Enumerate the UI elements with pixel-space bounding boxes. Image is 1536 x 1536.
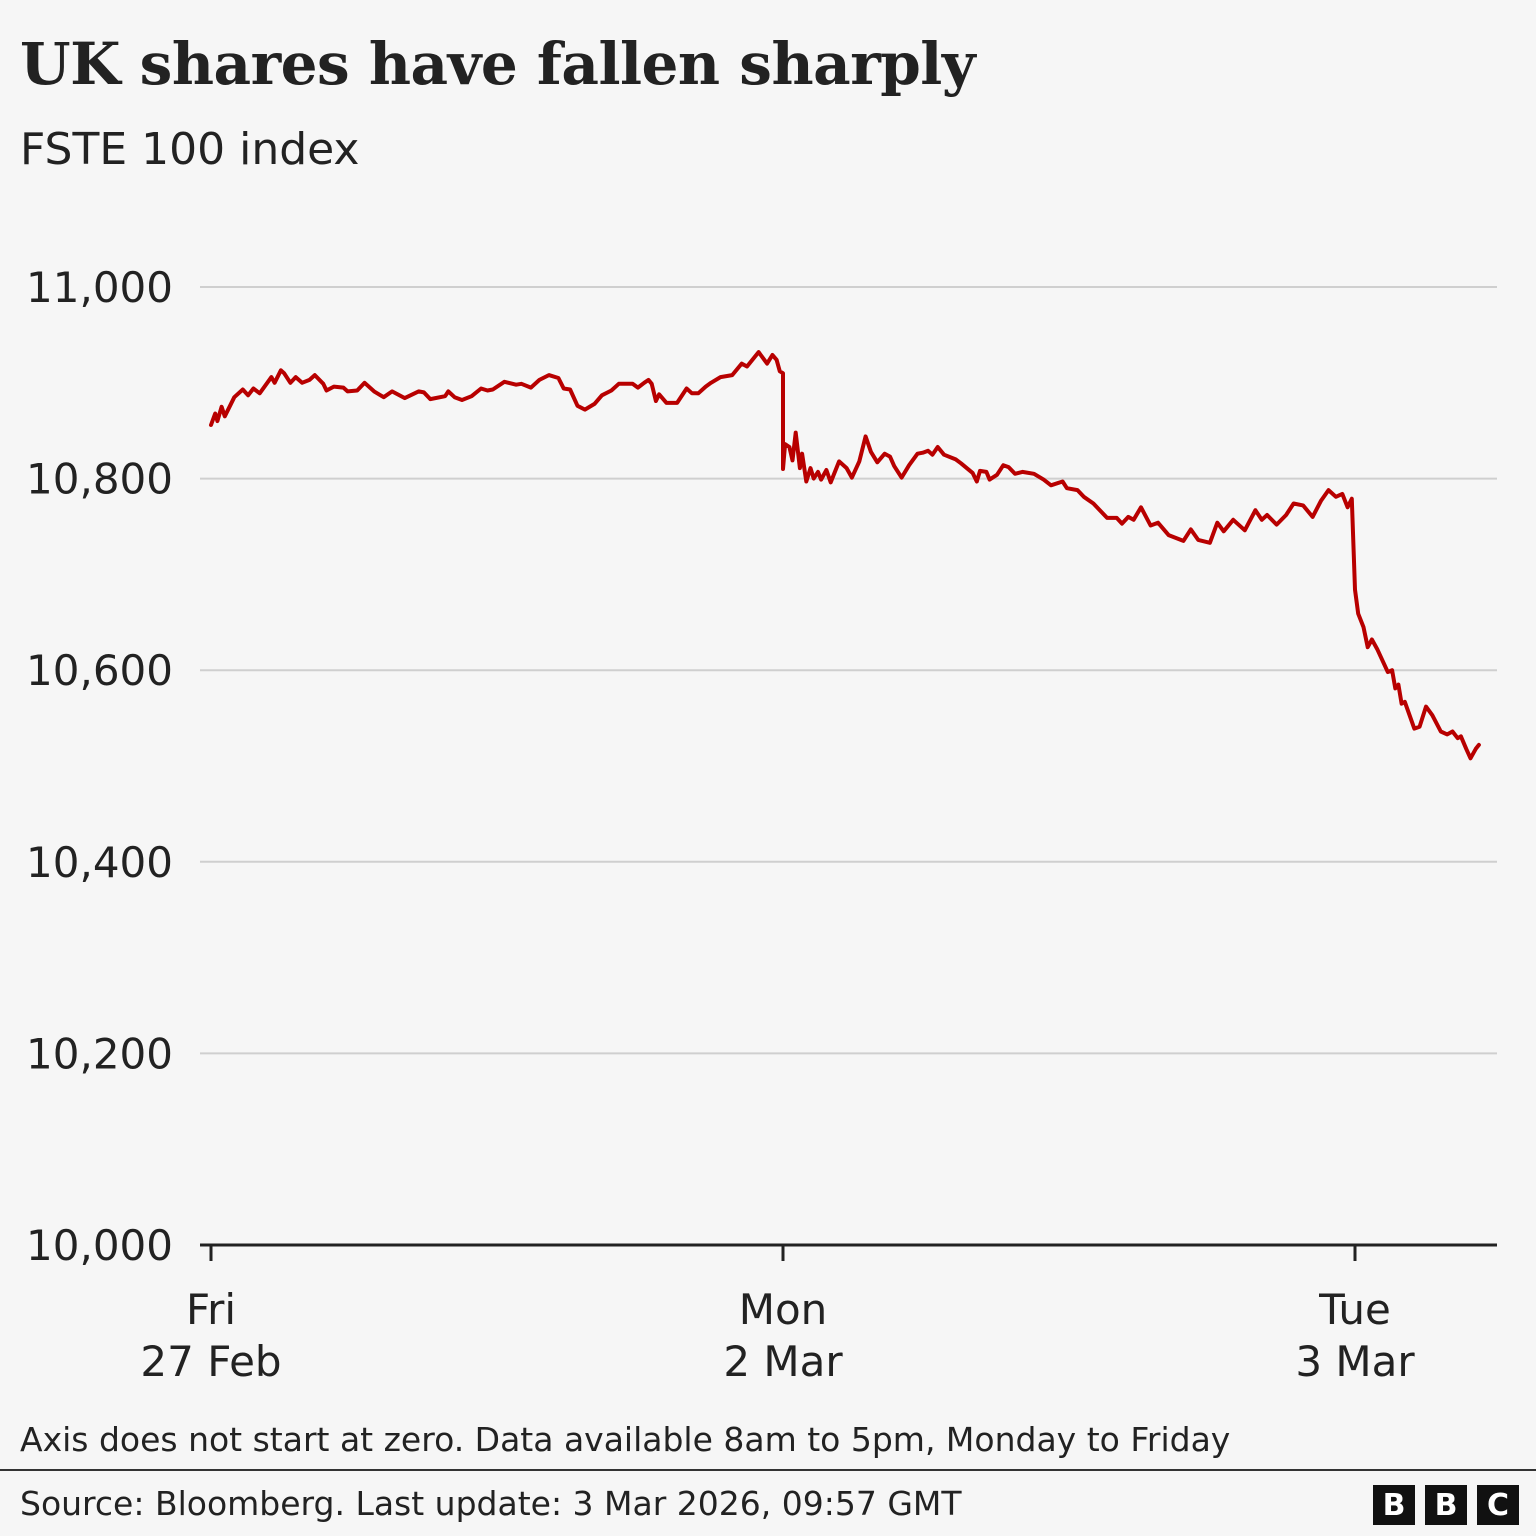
y-tick-label: 10,800: [26, 455, 173, 504]
x-tick-label-date: 27 Feb: [140, 1337, 281, 1386]
logo-letter: B: [1373, 1485, 1415, 1525]
series-line-ftse-100: [209, 350, 1481, 761]
x-tick-label-date: 2 Mar: [723, 1337, 843, 1386]
logo-letter: C: [1477, 1485, 1519, 1525]
axis-note: Axis does not start at zero. Data availa…: [20, 1420, 1231, 1459]
line-chart: 10,00010,20010,40010,60010,80011,000Fri2…: [26, 263, 1497, 1386]
chart-subtitle: FSTE 100 index: [20, 124, 360, 175]
footer-divider: [0, 1469, 1536, 1471]
x-tick-label-date: 3 Mar: [1295, 1337, 1415, 1386]
y-tick-label: 10,200: [26, 1029, 173, 1078]
y-tick-label: 10,000: [26, 1221, 173, 1270]
bbc-logo: B B C: [1373, 1485, 1519, 1525]
y-tick-label: 10,600: [26, 646, 173, 695]
y-tick-label: 11,000: [26, 263, 173, 312]
chart-title: UK shares have fallen sharply: [20, 30, 976, 98]
x-tick-label-day: Mon: [739, 1285, 828, 1334]
y-tick-label: 10,400: [26, 838, 173, 887]
x-tick-label-day: Tue: [1318, 1285, 1391, 1334]
x-tick-label-day: Fri: [186, 1285, 236, 1334]
logo-letter: B: [1425, 1485, 1467, 1525]
source-text: Source: Bloomberg. Last update: 3 Mar 20…: [20, 1484, 962, 1523]
